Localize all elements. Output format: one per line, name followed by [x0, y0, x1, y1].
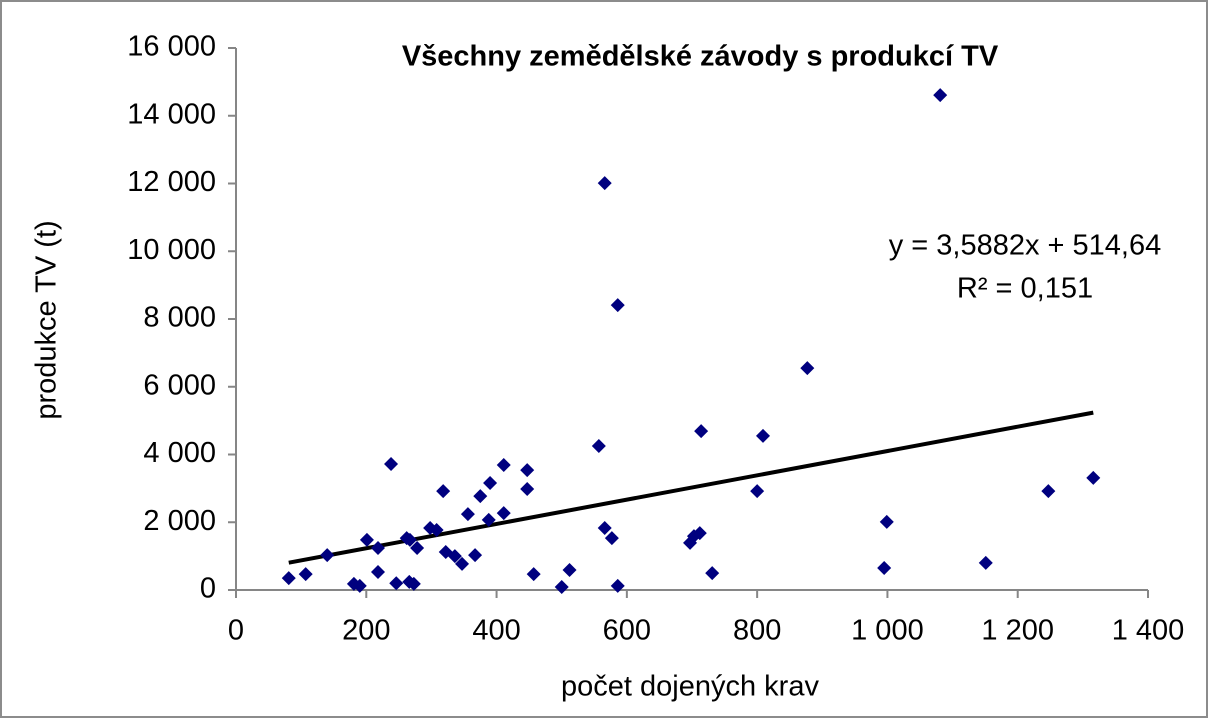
data-point	[468, 548, 483, 563]
x-tick-label: 0	[228, 615, 244, 647]
x-tick-label: 1 000	[851, 615, 924, 647]
y-tick-label: 6 000	[143, 369, 216, 401]
data-point	[597, 176, 612, 191]
x-tick-label: 200	[342, 615, 390, 647]
y-tick-label: 10 000	[127, 234, 216, 266]
y-tick-label: 8 000	[143, 302, 216, 334]
data-point	[604, 531, 619, 546]
data-point	[298, 567, 313, 582]
x-axis-label: počet dojených krav	[561, 671, 819, 703]
data-point	[610, 578, 625, 593]
data-point	[359, 532, 374, 547]
data-point	[455, 556, 470, 571]
data-point	[877, 560, 892, 575]
x-tick-label: 800	[733, 615, 781, 647]
x-tick-label: 600	[603, 615, 651, 647]
y-tick-label: 2 000	[143, 505, 216, 537]
data-point	[481, 512, 496, 527]
data-point	[750, 484, 765, 499]
data-point	[1041, 484, 1056, 499]
data-point	[756, 428, 771, 443]
data-point	[694, 424, 709, 439]
data-point	[389, 576, 404, 591]
data-point	[436, 484, 451, 499]
y-tick-label: 4 000	[143, 437, 216, 469]
data-point	[1086, 470, 1101, 485]
trend-equation: y = 3,5882x + 514,64	[889, 230, 1162, 262]
y-tick-label: 16 000	[127, 31, 216, 63]
data-point	[371, 540, 386, 555]
x-tick-label: 1 400	[1112, 615, 1185, 647]
data-point	[705, 566, 720, 581]
data-point	[483, 475, 498, 490]
trend-r2: R² = 0,151	[957, 273, 1093, 305]
data-point	[978, 555, 993, 570]
data-point	[591, 439, 606, 454]
data-point	[562, 563, 577, 578]
data-point	[610, 298, 625, 313]
data-point	[429, 523, 444, 538]
data-point	[554, 579, 569, 594]
data-point	[879, 514, 894, 529]
data-point	[352, 578, 367, 593]
data-point	[371, 565, 386, 580]
data-point	[410, 540, 425, 555]
y-axis-label: produkce TV (t)	[31, 220, 63, 419]
data-point	[496, 458, 511, 473]
data-point	[384, 456, 399, 471]
data-point	[800, 361, 815, 376]
data-point	[692, 526, 707, 541]
trendline	[288, 410, 1094, 565]
data-point	[520, 463, 535, 478]
data-point	[473, 489, 488, 504]
data-point	[281, 571, 296, 586]
data-point	[496, 506, 511, 521]
data-point	[447, 549, 462, 564]
data-point	[406, 576, 421, 591]
y-tick-label: 12 000	[127, 166, 216, 198]
y-tick-label: 0	[200, 573, 216, 605]
data-point	[460, 507, 475, 522]
data-point	[320, 548, 335, 563]
data-point	[520, 482, 535, 497]
x-tick-label: 1 200	[981, 615, 1054, 647]
data-point	[402, 532, 417, 547]
data-point	[526, 567, 541, 582]
data-point	[597, 521, 612, 536]
data-point	[933, 88, 948, 103]
chart-title: Všechny zemědělské závody s produkcí TV	[402, 41, 999, 73]
y-tick-label: 14 000	[127, 98, 216, 130]
x-tick-label: 400	[472, 615, 520, 647]
